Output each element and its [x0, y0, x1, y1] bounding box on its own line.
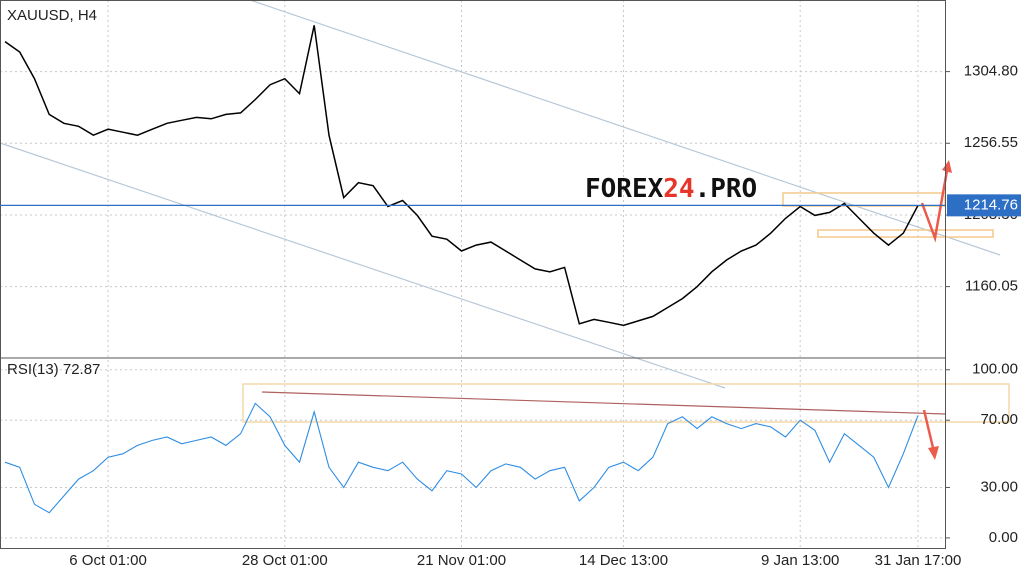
current-price-box — [947, 194, 1021, 217]
rsi-box — [242, 383, 1010, 423]
x-tick-label: 28 Oct 01:00 — [242, 552, 328, 569]
series-layer — [4, 25, 919, 514]
x-tick-label: 9 Jan 13:00 — [761, 552, 839, 569]
chart-title: XAUUSD, H4 — [7, 7, 97, 24]
watermark: FOREX24.PRO — [585, 174, 757, 204]
series-line — [4, 402, 919, 514]
arrow-head — [928, 446, 939, 460]
x-tick-label: 6 Oct 01:00 — [69, 552, 147, 569]
channel-top — [249, 0, 1001, 256]
rsi-name: RSI(13) — [7, 361, 59, 378]
rsi-trendline — [261, 391, 946, 415]
series-line — [4, 25, 919, 327]
y-tick-label: 100.00 — [972, 361, 1018, 378]
watermark-part: 24 — [663, 174, 694, 204]
watermark-part: FOREX — [585, 174, 664, 204]
arrow-path — [922, 409, 936, 453]
rsi-value: 72.87 — [63, 361, 101, 378]
y-tick-label: 1256.55 — [964, 134, 1018, 151]
plot-frame — [0, 0, 946, 549]
x-tick-label: 31 Jan 17:00 — [875, 552, 962, 569]
y-tick-label: 70.00 — [980, 411, 1018, 428]
x-tick-label: 21 Nov 01:00 — [417, 552, 506, 569]
channel-bottom — [0, 142, 726, 389]
y-tick-label: 1304.80 — [964, 63, 1018, 80]
y-tick-label: 1160.05 — [965, 278, 1018, 295]
y-tick-label: 0.00 — [989, 529, 1018, 546]
rsi-title: RSI(13) 72.87 — [7, 361, 100, 378]
y-tick-label: 30.00 — [980, 478, 1018, 495]
arrow-head — [942, 160, 952, 173]
arrow-path — [920, 164, 950, 243]
watermark-part: .PRO — [695, 174, 758, 204]
x-tick-label: 14 Dec 13:00 — [579, 552, 668, 569]
current-price-label: 1214.76 — [964, 196, 1018, 213]
